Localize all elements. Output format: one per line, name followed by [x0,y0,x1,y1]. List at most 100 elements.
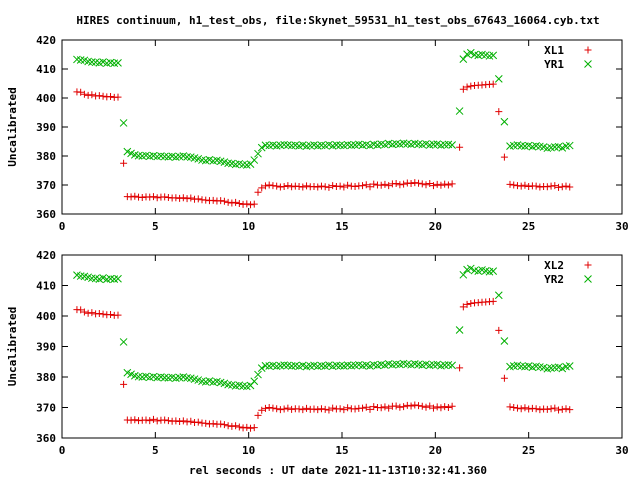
data-point [448,141,456,149]
x-tick-label: 20 [429,444,442,457]
data-point [422,181,430,189]
data-point [455,107,464,115]
y-tick-label: 410 [36,63,56,76]
data-point [217,197,225,205]
data-point [329,404,337,412]
data-point [489,80,497,88]
data-point [224,198,232,206]
data-point [250,156,259,164]
data-point [257,143,266,152]
data-point [243,423,251,431]
data-point [558,405,566,413]
legend-marker [584,261,592,269]
data-point [232,198,240,206]
data-point [127,416,135,424]
data-point [381,180,389,188]
data-point [562,182,570,190]
data-point [441,180,449,188]
data-point [149,193,157,201]
data-point [261,182,269,190]
data-point [299,183,307,191]
data-point [521,404,529,412]
data-point [329,182,337,190]
data-point [459,55,468,63]
data-point [459,270,468,279]
series-XL1 [73,80,574,209]
data-point [209,196,217,204]
data-point [459,303,467,311]
data-point [123,147,132,156]
data-point [562,405,570,413]
x-tick-label: 5 [152,444,159,457]
data-point [422,403,430,411]
data-point [400,180,408,188]
data-point [310,182,318,190]
data-point [153,417,161,425]
x-tick-label: 25 [522,220,535,233]
data-point [441,403,449,411]
data-point [202,419,210,427]
data-point [95,92,103,100]
data-point [288,183,296,191]
data-point [525,182,533,190]
data-point [179,194,187,202]
data-point [310,405,318,413]
data-point [317,182,325,190]
data-point [494,291,503,300]
y-tick-label: 380 [36,371,56,384]
data-point [370,403,378,411]
data-point [418,180,426,188]
data-point [142,416,150,424]
data-point [336,405,344,413]
data-point [565,141,574,150]
data-point [107,310,115,318]
data-point [500,153,508,161]
data-point [276,183,284,191]
data-point [269,182,277,190]
data-point [172,194,180,202]
x-axis-label: rel seconds : UT date 2021-11-13T10:32:4… [189,464,487,477]
data-point [146,193,154,201]
data-point [466,48,475,57]
data-point [407,402,415,410]
data-point [84,309,92,317]
data-point [513,404,521,412]
data-point [176,418,184,426]
data-point [366,405,374,413]
data-point [555,406,563,414]
data-point [280,182,288,190]
data-point [510,181,518,189]
data-point [517,405,525,413]
plot-panels: 0 5 10 15 20 25 30 360 370 380 390 400 410 420 Uncalib… [6,34,629,457]
data-point [194,418,202,426]
data-point [444,181,452,189]
data-point [194,195,202,203]
data-point [536,406,544,414]
data-point [265,404,273,411]
data-point [250,424,258,432]
data-point [448,180,456,188]
data-point [114,311,122,319]
data-point [377,404,385,412]
data-point [107,93,115,101]
data-point [164,193,172,201]
data-point [146,417,154,425]
data-point [77,306,85,314]
data-point [235,423,243,431]
data-point [149,415,157,423]
y-tick-label: 360 [36,208,56,221]
data-point [314,406,322,414]
data-point [303,182,311,190]
data-point [321,405,329,413]
data-point [138,193,146,201]
data-point [400,403,408,411]
data-point [88,309,96,317]
data-point [183,195,191,203]
data-point [448,402,456,410]
data-point [95,310,103,318]
data-point [362,403,370,411]
y-axis-label: Uncalibrated [6,307,19,386]
data-point [411,401,419,409]
data-point [187,194,195,202]
data-point [433,403,441,411]
